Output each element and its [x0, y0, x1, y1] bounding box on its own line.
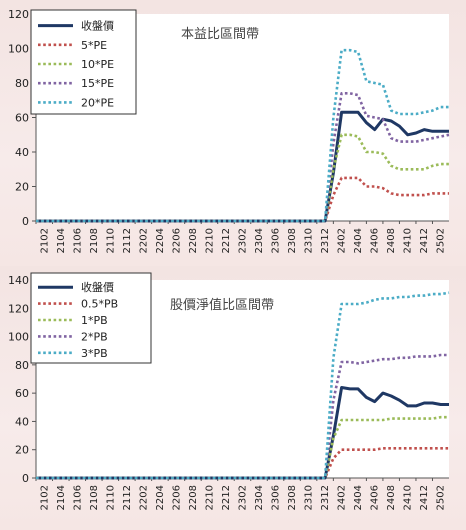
chart-title: 股價淨值比區間帶 — [170, 297, 274, 313]
legend: 收盤價 5*PE 10*PE 15*PE 20*PE — [30, 9, 137, 115]
chart-title: 本益比區間帶 — [181, 27, 259, 42]
y-tick-label: 20 — [15, 444, 29, 457]
y-tick-label: 60 — [15, 387, 29, 400]
y-tick-label: 40 — [15, 415, 29, 428]
series-line-2 — [36, 133, 449, 223]
legend-label-4: 20*PE — [81, 96, 114, 109]
series-line-0 — [36, 386, 449, 480]
y-tick-label: 140 — [8, 274, 29, 287]
x-tick-label: 2202 — [138, 485, 149, 510]
legend-label-2: 10*PE — [81, 58, 114, 71]
y-tick-label: 0 — [22, 215, 29, 228]
series-line-3 — [36, 353, 449, 480]
x-tick-label: 2208 — [188, 485, 199, 510]
series-line-1 — [36, 176, 449, 223]
x-tick-label: 2106 — [72, 485, 83, 510]
y-tick-label: 80 — [15, 77, 29, 90]
x-tick-label: 2108 — [89, 228, 100, 253]
y-tick-label: 100 — [8, 43, 29, 56]
y-tick-label: 80 — [15, 359, 29, 372]
x-tick-label: 2412 — [419, 228, 430, 253]
x-tick-label: 2412 — [419, 485, 430, 510]
x-tick-label: 2306 — [271, 228, 282, 253]
x-tick-label: 2402 — [337, 228, 348, 253]
y-tick-label: 100 — [8, 331, 29, 344]
x-tick-label: 2204 — [155, 485, 166, 510]
x-tick-label: 2312 — [320, 485, 331, 510]
legend-box — [30, 9, 137, 115]
x-tick-label: 2306 — [271, 485, 282, 510]
x-tick-label: 2106 — [72, 228, 83, 253]
legend-label-0: 收盤價 — [81, 280, 114, 294]
series-line-1 — [36, 447, 449, 480]
x-tick-label: 2206 — [171, 228, 182, 253]
x-tick-label: 2404 — [353, 485, 364, 510]
x-tick-label: 2112 — [122, 228, 133, 253]
pb-band-chart-svg: 0 20 40 60 80 100 120 140 2102 2104 2106 2108 2110 21… — [8, 272, 450, 510]
x-tick-label: 2304 — [254, 485, 265, 510]
y-tick-label: 40 — [15, 146, 29, 159]
y-tick-label: 120 — [8, 302, 29, 315]
legend-label-0: 收盤價 — [81, 19, 114, 33]
legend-label-1: 5*PE — [81, 39, 107, 52]
x-tick-label: 2502 — [436, 228, 447, 253]
x-tick-label: 2110 — [105, 228, 116, 253]
x-tick-label: 2406 — [370, 228, 381, 253]
series-line-2 — [36, 415, 449, 480]
x-tick-label: 2310 — [304, 228, 315, 253]
y-tick-label: 20 — [15, 181, 29, 194]
series-line-4 — [36, 291, 450, 480]
y-tick-label: 60 — [15, 112, 29, 125]
x-tick-label: 2206 — [171, 485, 182, 510]
x-tick-label: 2302 — [238, 485, 249, 510]
x-tick-label: 2310 — [304, 485, 315, 510]
x-tick-label: 2110 — [105, 485, 116, 510]
x-tick-label: 2408 — [386, 228, 397, 253]
x-tick-label: 2208 — [188, 228, 199, 253]
pe-band-chart-svg: 0 20 40 60 80 100 120 2102 2104 2106 2108 2110 2112 2… — [8, 8, 450, 253]
legend: 收盤價 0.5*PB 1*PB 2*PB 3*PB — [30, 272, 152, 364]
x-tick-label: 2408 — [386, 485, 397, 510]
x-tick-label: 2410 — [403, 485, 414, 510]
x-tick-label: 2404 — [353, 228, 364, 253]
x-tick-label: 2502 — [436, 485, 447, 510]
y-tick-label: 0 — [22, 472, 29, 485]
x-tick-label: 2312 — [320, 228, 331, 253]
x-tick-label: 2104 — [56, 228, 67, 253]
x-tick-label: 2212 — [221, 228, 232, 253]
series-line-4 — [36, 48, 449, 223]
x-tick-label: 2210 — [204, 485, 215, 510]
x-tick-label: 2210 — [204, 228, 215, 253]
legend-label-4: 3*PB — [81, 347, 108, 360]
x-tick-label: 2406 — [370, 485, 381, 510]
legend-label-3: 2*PB — [81, 330, 108, 343]
x-tick-label: 2212 — [221, 485, 232, 510]
x-tick-label: 2104 — [56, 485, 67, 510]
x-tick-label: 2308 — [287, 228, 298, 253]
x-tick-label: 2112 — [122, 485, 133, 510]
legend-label-3: 15*PE — [81, 77, 114, 90]
x-tick-label: 2108 — [89, 485, 100, 510]
series-line-3 — [36, 92, 450, 223]
x-tick-label: 2410 — [403, 228, 414, 253]
pe-band-chart: 0 20 40 60 80 100 120 2102 2104 2106 2108 2110 2112 2… — [0, 0, 466, 266]
x-tick-label: 2204 — [155, 228, 166, 253]
legend-label-1: 0.5*PB — [81, 298, 118, 311]
x-tick-label: 2102 — [39, 228, 50, 253]
x-tick-label: 2304 — [254, 228, 265, 253]
legend-label-2: 1*PB — [81, 314, 108, 327]
x-tick-label: 2402 — [337, 485, 348, 510]
x-tick-label: 2308 — [287, 485, 298, 510]
y-tick-label: 120 — [8, 8, 29, 21]
x-tick-label: 2102 — [39, 485, 50, 510]
pb-band-chart: 0 20 40 60 80 100 120 140 2102 2104 2106 2108 2110 21… — [0, 266, 466, 530]
x-tick-label: 2202 — [138, 228, 149, 253]
x-tick-label: 2302 — [238, 228, 249, 253]
